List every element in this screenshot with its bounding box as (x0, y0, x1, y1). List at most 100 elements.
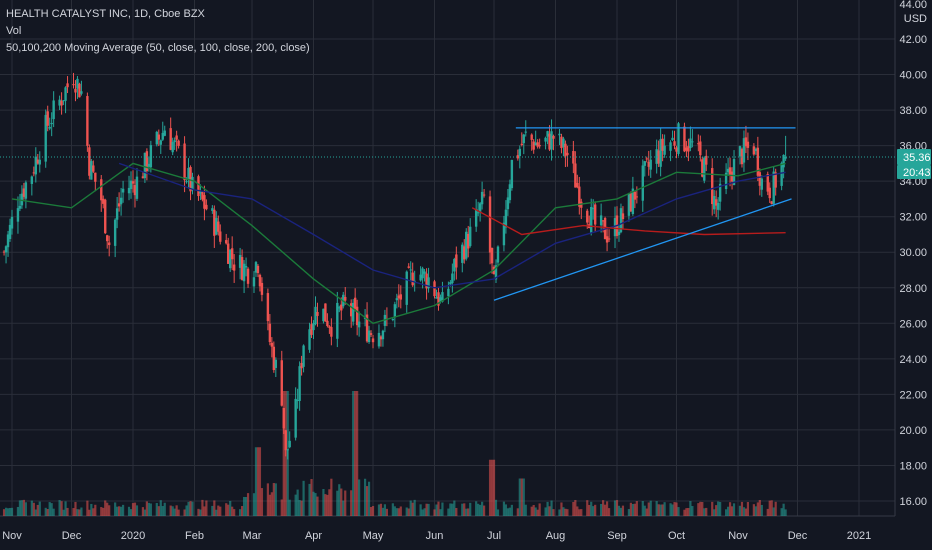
volume-bar (36, 504, 39, 516)
candle-body (437, 292, 440, 306)
candle-body (768, 187, 771, 199)
volume-bar (437, 501, 440, 516)
volume-bar (330, 478, 333, 516)
volume-bar (719, 501, 722, 516)
candle-body (242, 263, 246, 282)
candle-body (605, 236, 609, 243)
volume-bar (435, 504, 438, 516)
volume-bar (350, 490, 353, 516)
volume-bar (732, 503, 736, 516)
volume-bar (217, 505, 220, 516)
candle-body (203, 195, 206, 209)
candle-body (617, 231, 621, 236)
volume-bar (308, 483, 311, 516)
volume-bar (427, 503, 430, 516)
volume-bar (88, 509, 91, 516)
candle-body (113, 219, 117, 246)
volume-bar (298, 500, 301, 516)
candle-body (488, 196, 492, 253)
candle-body (716, 202, 720, 210)
volume-bar (363, 478, 367, 516)
candle-body (357, 321, 361, 328)
volume-bar (580, 509, 583, 516)
volume-indicator-label[interactable]: Vol (6, 25, 22, 37)
candle-body (296, 400, 299, 402)
volume-bar (256, 447, 260, 516)
candle-body (705, 155, 708, 165)
candle-body (201, 192, 204, 200)
volume-bar (463, 503, 466, 516)
candle-body (746, 141, 750, 148)
volume-bar (510, 504, 513, 516)
volume-bar (246, 493, 250, 516)
candle-body (349, 303, 353, 317)
volume-bar (324, 494, 327, 516)
volume-bar (197, 508, 200, 516)
candle-body (478, 203, 482, 212)
volume-bar (677, 507, 680, 516)
volume-bar (76, 509, 79, 516)
x-tick-label: Oct (668, 530, 685, 542)
volume-bar (544, 507, 547, 516)
volume-bar (60, 501, 63, 516)
candle-body (413, 280, 416, 282)
candle-body (524, 131, 527, 133)
volume-bar (161, 506, 164, 516)
candle-body (74, 88, 77, 93)
volume-bar (358, 479, 361, 516)
candle-body (532, 141, 535, 150)
volume-bar (254, 447, 258, 516)
candle-body (302, 345, 305, 367)
volume-bar (100, 507, 103, 516)
volume-bar (713, 509, 716, 516)
volume-bar (548, 506, 551, 516)
volume-bar (558, 509, 561, 516)
volume-bar (32, 502, 35, 516)
candle-body (730, 171, 734, 182)
candle-body (504, 209, 508, 228)
volume-bar (141, 507, 145, 516)
volume-bar (405, 507, 408, 516)
candle-body (371, 338, 375, 343)
candle-body (50, 122, 53, 125)
volume-bar (272, 483, 275, 516)
candle-body (669, 142, 672, 151)
volume-bar (494, 499, 498, 516)
candle-body (391, 319, 395, 321)
candle-body (258, 274, 262, 287)
x-tick-label: 2020 (121, 530, 145, 542)
candle-body (441, 292, 444, 302)
candle-body (586, 210, 589, 223)
candle-body (393, 304, 397, 318)
volume-bar (240, 506, 244, 516)
symbol-title[interactable]: HEALTH CATALYST INC, 1D, Cboe BZX (6, 8, 205, 20)
volume-bar (191, 501, 194, 516)
volume-bar (145, 501, 148, 516)
volume-bar (768, 500, 771, 516)
candle-body (685, 147, 688, 151)
support-trendline[interactable] (493, 198, 792, 301)
x-tick-label: Dec (788, 530, 808, 542)
volume-bar (171, 506, 174, 516)
volume-bar (742, 507, 746, 516)
volume-bar (605, 501, 609, 516)
candle-body (530, 134, 533, 140)
candle-body (633, 191, 637, 200)
countdown-label: 20:43 (903, 167, 931, 179)
candle-body (225, 240, 228, 244)
volume-bar (728, 502, 732, 516)
volume-bar (50, 503, 53, 516)
candle-body (244, 266, 248, 268)
candle-body (199, 190, 202, 194)
candle-body (232, 264, 236, 271)
candle-body (510, 159, 514, 189)
ma-200-line (471, 207, 786, 236)
candle-body (635, 196, 639, 198)
x-tick-label: Feb (185, 530, 204, 542)
volume-bar (381, 507, 385, 516)
candle-body (544, 137, 547, 142)
moving-average-indicator-label[interactable]: 50,100,200 Moving Average (50, close, 10… (6, 42, 310, 54)
volume-bar (119, 506, 123, 516)
candle-body (645, 158, 648, 160)
